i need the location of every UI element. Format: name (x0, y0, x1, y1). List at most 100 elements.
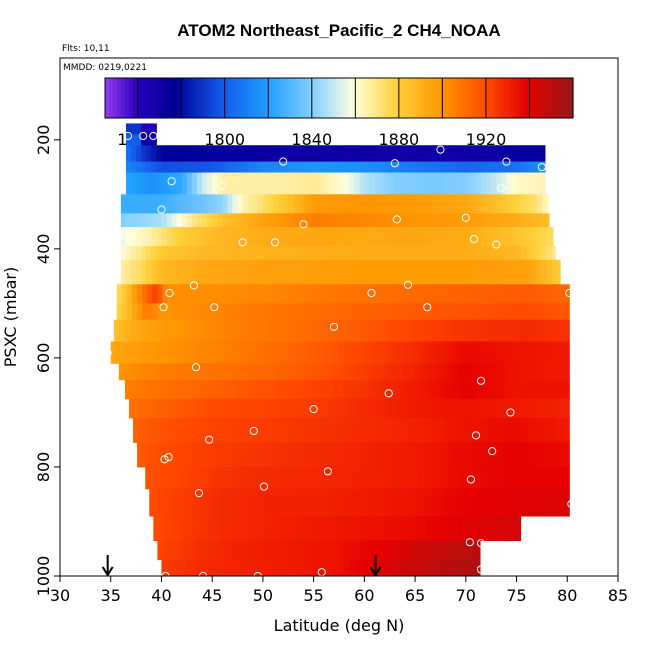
heatmap-cell (299, 284, 306, 304)
heatmap-cell (247, 246, 254, 261)
heatmap-cell (266, 466, 273, 490)
heatmap-cell (366, 516, 372, 542)
heatmap-cell (267, 246, 274, 261)
heatmap-cell (550, 488, 556, 517)
heatmap-cell (336, 488, 343, 517)
heatmap-cell (507, 303, 513, 321)
heatmap-cell (534, 319, 541, 343)
heatmap-cell (267, 559, 274, 577)
heatmap-cell (459, 379, 466, 400)
heatmap-cell (181, 161, 188, 174)
heatmap-cell (385, 442, 392, 468)
heatmap-cell (431, 540, 437, 561)
heatmap-cell (492, 284, 498, 304)
x-tick-label: 55 (303, 586, 323, 605)
heatmap-cell (308, 259, 315, 285)
heatmap-cell (418, 398, 424, 419)
heatmap-cell (176, 145, 183, 163)
heatmap-cell (136, 161, 142, 174)
heatmap-cell (359, 194, 365, 214)
heatmap-cell (371, 417, 378, 443)
heatmap-cell (369, 194, 376, 214)
heatmap-cell (146, 123, 152, 135)
heatmap-cell (181, 227, 188, 247)
data-point (238, 238, 247, 247)
heatmap-cell (465, 246, 472, 261)
heatmap-cell (151, 194, 157, 214)
heatmap-cell (435, 172, 441, 195)
heatmap-cell (156, 341, 162, 364)
heatmap-cell (354, 559, 360, 577)
heatmap-cell (228, 303, 234, 321)
heatmap-cell (136, 145, 142, 163)
heatmap-cell (203, 540, 209, 561)
heatmap-cell (212, 213, 218, 228)
heatmap-cell (511, 172, 518, 195)
heatmap-cell (565, 319, 570, 343)
heatmap-cell (121, 284, 128, 304)
heatmap-cell (281, 488, 287, 517)
heatmap-cell (271, 398, 277, 419)
heatmap-cell (240, 363, 247, 381)
heatmap-cell (141, 246, 147, 261)
heatmap-cell (191, 341, 198, 364)
heatmap-cell (389, 145, 396, 163)
heatmap-cell (303, 145, 310, 163)
colorbar-swatch (517, 78, 522, 118)
heatmap-cell (410, 227, 416, 247)
heatmap-cell (230, 319, 237, 343)
heatmap-cell (247, 259, 254, 285)
heatmap-cell (542, 442, 549, 468)
heatmap-cell (162, 303, 169, 321)
heatmap-cell (205, 398, 211, 419)
heatmap-cell (252, 559, 259, 577)
heatmap-cell (423, 488, 429, 517)
colorbar-swatch (373, 78, 378, 118)
heatmap-cell (495, 379, 501, 400)
heatmap-cell (171, 213, 178, 228)
heatmap-cell (382, 398, 389, 419)
heatmap-cell (486, 194, 492, 214)
heatmap-cell (526, 246, 533, 261)
heatmap-cell (326, 398, 333, 419)
colorbar-swatch (145, 78, 150, 118)
heatmap-cell (514, 488, 521, 517)
heatmap-cell (303, 341, 310, 364)
heatmap-cell (452, 417, 459, 443)
colorbar-tick-label: 1880 (379, 130, 420, 149)
heatmap-cell (349, 559, 355, 577)
colorbar-swatch (197, 78, 202, 118)
heatmap-cell (167, 284, 174, 304)
heatmap-cell (169, 398, 176, 419)
heatmap-cell (555, 488, 561, 517)
heatmap-cell (215, 319, 221, 343)
heatmap-cell (136, 172, 142, 195)
heatmap-cell (392, 398, 399, 419)
heatmap-cell (151, 259, 157, 285)
heatmap-cell (350, 540, 356, 561)
heatmap-cell (552, 259, 558, 285)
heatmap-cell (294, 284, 300, 304)
heatmap-cell (166, 145, 173, 163)
heatmap-cell (279, 540, 285, 561)
heatmap-cell (384, 172, 391, 195)
heatmap-cell (527, 284, 534, 304)
heatmap-cell (466, 540, 473, 561)
heatmap-cell (236, 379, 243, 400)
heatmap-cell (360, 284, 366, 304)
heatmap-cell (308, 161, 315, 174)
data-point (384, 389, 393, 398)
heatmap-cell (420, 259, 426, 285)
heatmap-cell (502, 442, 508, 468)
heatmap-cell (230, 398, 237, 419)
heatmap-cell (289, 303, 295, 321)
heatmap-cell (453, 363, 460, 381)
colorbar-swatch (533, 78, 538, 118)
heatmap-cell (445, 172, 452, 195)
heatmap-cell (340, 442, 346, 468)
heatmap-cell (137, 284, 143, 304)
heatmap-cell (262, 213, 269, 228)
heatmap-cell (288, 213, 294, 228)
heatmap-cell (488, 417, 494, 443)
heatmap-cell (558, 284, 564, 304)
